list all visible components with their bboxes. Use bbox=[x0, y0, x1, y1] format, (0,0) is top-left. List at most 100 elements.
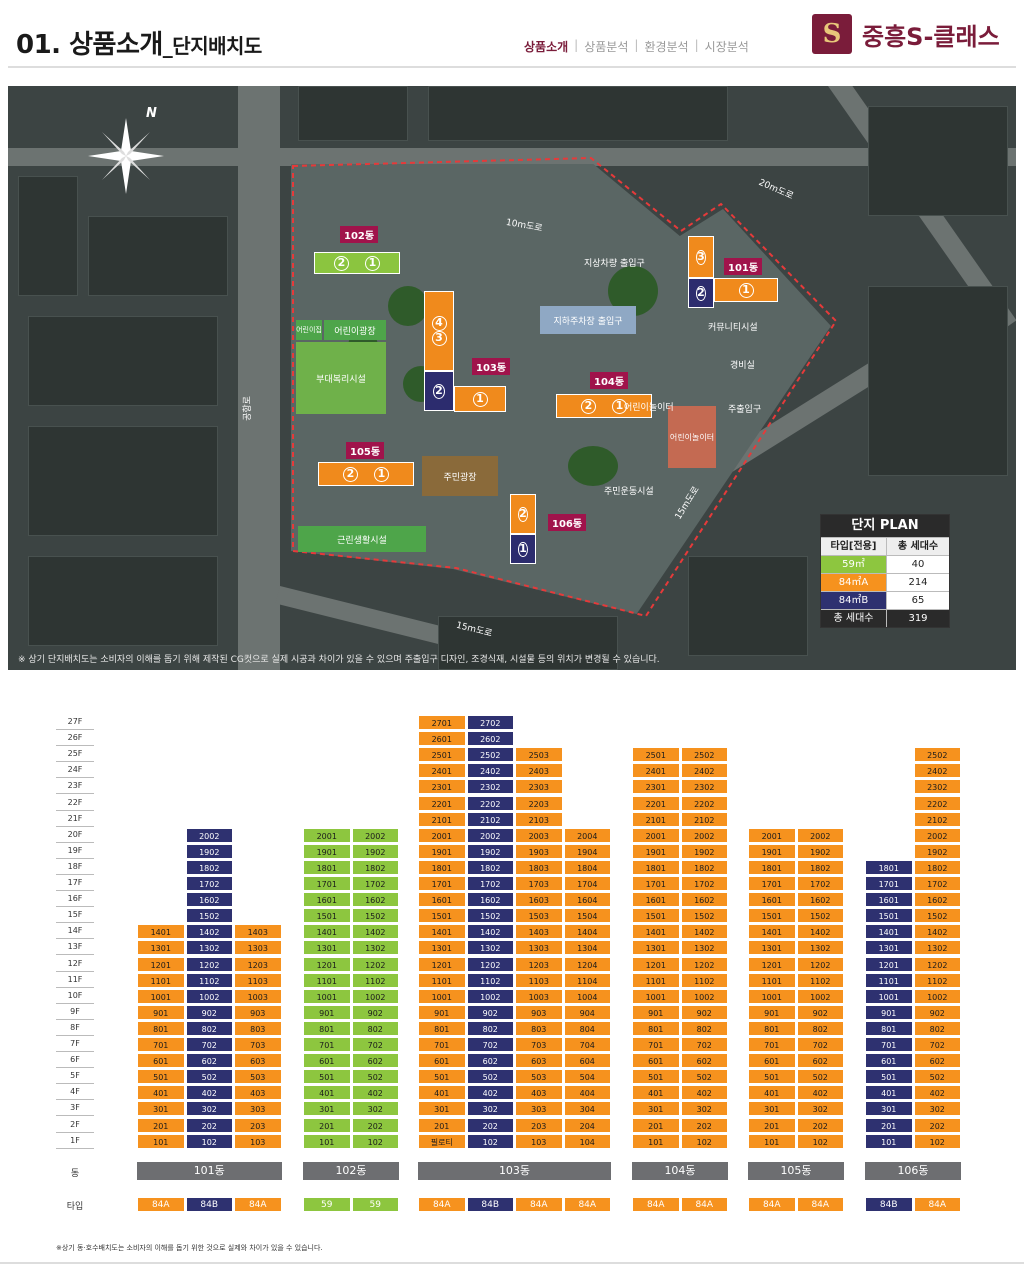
unit-cell: 2301 bbox=[632, 779, 680, 795]
dong-tag-106: 106동 bbox=[548, 514, 587, 531]
floor-label: 8F bbox=[56, 1021, 94, 1036]
dong-bar: 102동 bbox=[303, 1162, 399, 1180]
facility-welfare: 부대복리시설 bbox=[296, 342, 386, 414]
plan-header-type: 타입[전용] bbox=[821, 538, 887, 555]
label-road-west: 공항로 bbox=[242, 396, 253, 421]
dong-tag-101: 101동 bbox=[724, 258, 763, 275]
unit-cell: 802 bbox=[466, 1020, 514, 1036]
unit-cell: 202 bbox=[185, 1117, 233, 1133]
nav-item-environment[interactable]: 환경분석 bbox=[644, 40, 689, 54]
unit-cell: 1102 bbox=[680, 972, 728, 988]
floor-label: 22F bbox=[56, 796, 94, 811]
unit-cell: 402 bbox=[466, 1085, 514, 1101]
unit-cell: 702 bbox=[351, 1037, 399, 1052]
unit-cell: 403 bbox=[234, 1085, 282, 1101]
unit-cell: 1201 bbox=[418, 956, 466, 972]
unit-cell: 802 bbox=[351, 1020, 399, 1036]
unit-cell: 601 bbox=[632, 1053, 680, 1069]
line-2-marker: 2 bbox=[696, 285, 706, 301]
unit-cell: 802 bbox=[185, 1020, 233, 1036]
unit-cell: 2101 bbox=[418, 811, 466, 827]
unit-type-cell: 84A bbox=[418, 1197, 466, 1212]
unit-cell: 2401 bbox=[418, 763, 466, 779]
unit-cell: 1801 bbox=[865, 859, 913, 875]
unit-cell: 1602 bbox=[466, 892, 514, 908]
facility-plaza: 어린이광장 bbox=[324, 320, 386, 340]
unit-cell: 1002 bbox=[796, 988, 844, 1004]
unit-cell: 101 bbox=[303, 1133, 351, 1149]
unit-cell: 2502 bbox=[680, 747, 728, 763]
nav-separator: | bbox=[634, 38, 639, 52]
unit-cell: 1002 bbox=[466, 988, 514, 1004]
plan-row-total: 총 세대수 319 bbox=[821, 609, 949, 627]
unit-cell: 302 bbox=[796, 1101, 844, 1117]
line-1-marker: 1 bbox=[612, 398, 627, 414]
floor-label: 14F bbox=[56, 924, 94, 940]
floor-label: 18F bbox=[56, 860, 94, 875]
floor-label: 11F bbox=[56, 973, 94, 988]
unit-cell: 2402 bbox=[913, 763, 961, 779]
unit-cell: 1104 bbox=[563, 972, 611, 988]
line-2-marker: 2 bbox=[433, 383, 445, 399]
unit-cell: 2103 bbox=[515, 811, 563, 827]
unit-cell: 1001 bbox=[137, 988, 185, 1004]
unit-cell: 702 bbox=[913, 1037, 961, 1052]
unit-cell: 202 bbox=[796, 1117, 844, 1133]
unit-cell: 102 bbox=[913, 1133, 961, 1149]
unit-cell: 1402 bbox=[913, 924, 961, 940]
unit-cell: 1401 bbox=[748, 924, 796, 940]
surrounding-block bbox=[438, 616, 618, 670]
unit-cell: 1101 bbox=[137, 972, 185, 988]
unit-cell: 1603 bbox=[515, 892, 563, 908]
unit-cell: 1102 bbox=[913, 972, 961, 988]
unit-cell: 701 bbox=[418, 1037, 466, 1052]
unit-cell: 603 bbox=[515, 1053, 563, 1069]
unit-cell: 1302 bbox=[680, 940, 728, 956]
unit-cell: 1701 bbox=[632, 876, 680, 891]
unit-cell: 1203 bbox=[515, 956, 563, 972]
unit-cell: 1002 bbox=[351, 988, 399, 1004]
unit-cell: 2702 bbox=[466, 715, 514, 730]
unit-cell: 1202 bbox=[796, 956, 844, 972]
label-community: 커뮤니티시설 bbox=[708, 323, 758, 333]
floor-label: 5F bbox=[56, 1069, 94, 1085]
unit-cell: 1904 bbox=[563, 843, 611, 859]
unit-cell: 401 bbox=[303, 1085, 351, 1101]
unit-cell: 1302 bbox=[351, 940, 399, 956]
unit-cell: 504 bbox=[563, 1069, 611, 1085]
unit-cell: 1704 bbox=[563, 876, 611, 891]
plan-type: 84㎡B bbox=[821, 592, 887, 609]
nav-separator: | bbox=[574, 38, 579, 52]
unit-cell: 1403 bbox=[234, 924, 282, 940]
unit-cell: 102 bbox=[466, 1133, 514, 1149]
unit-cell: 2001 bbox=[632, 827, 680, 843]
unit-cell: 1101 bbox=[418, 972, 466, 988]
unit-cell: 2001 bbox=[418, 827, 466, 843]
unit-cell: 1402 bbox=[466, 924, 514, 940]
unit-cell: 901 bbox=[418, 1004, 466, 1020]
unit-cell: 2102 bbox=[680, 811, 728, 827]
brand-name: 중흥S-클래스 bbox=[862, 22, 1000, 51]
unit-cell: 2403 bbox=[515, 763, 563, 779]
unit-cell: 601 bbox=[865, 1053, 913, 1069]
unit-cell: 1901 bbox=[748, 843, 796, 859]
unit-cell: 2102 bbox=[466, 811, 514, 827]
unit-cell: 1002 bbox=[913, 988, 961, 1004]
nav-item-product[interactable]: 상품소개 bbox=[524, 40, 569, 54]
plan-header-count: 총 세대수 bbox=[897, 541, 939, 552]
nav-item-product-analysis[interactable]: 상품분석 bbox=[584, 40, 629, 54]
header-divider bbox=[8, 66, 1016, 68]
dong-bar: 106동 bbox=[865, 1162, 961, 1180]
unit-cell: 704 bbox=[563, 1037, 611, 1052]
floor-label: 17F bbox=[56, 876, 94, 891]
unit-cell: 904 bbox=[563, 1004, 611, 1020]
unit-type-cell: 59 bbox=[351, 1197, 399, 1212]
unit-cell: 1901 bbox=[418, 843, 466, 859]
unit-cell: 1803 bbox=[515, 859, 563, 875]
unit-cell: 703 bbox=[234, 1037, 282, 1052]
unit-cell: 901 bbox=[137, 1004, 185, 1020]
nav-item-market[interactable]: 시장분석 bbox=[704, 40, 749, 54]
unit-cell: 2701 bbox=[418, 715, 466, 730]
unit-cell: 1602 bbox=[351, 892, 399, 908]
